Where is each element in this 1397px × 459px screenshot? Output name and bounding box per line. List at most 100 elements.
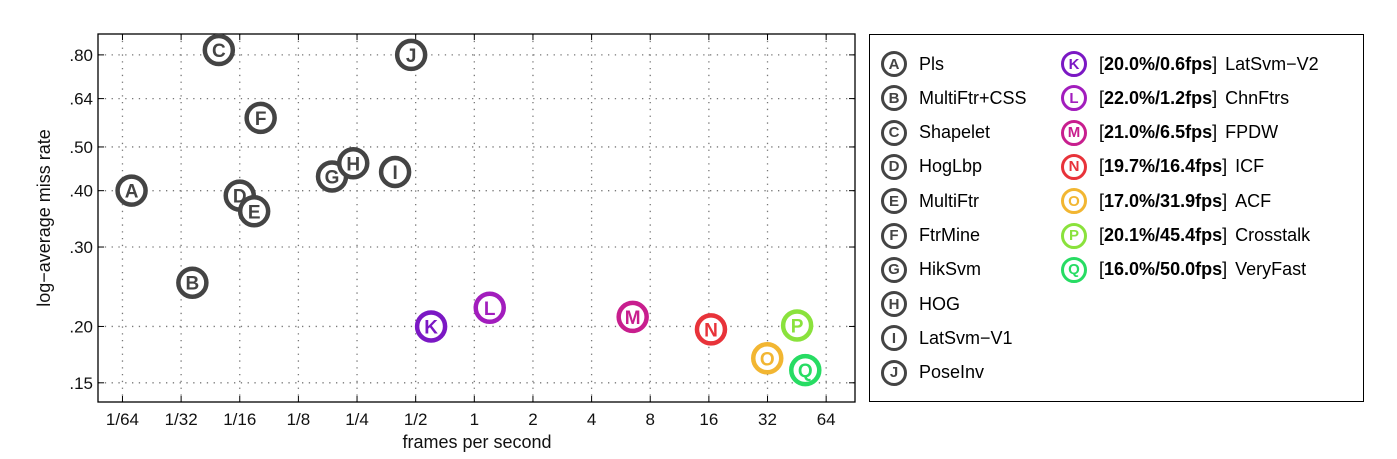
legend-item-a: A Pls (881, 50, 944, 78)
legend-marker: O (1061, 188, 1087, 215)
legend-perf: 20.0%/0.6fps (1104, 53, 1213, 74)
legend-bracket: ] (1222, 190, 1228, 211)
data-point-i: I (378, 155, 412, 189)
point-marker (378, 155, 412, 189)
data-point-j: J (394, 38, 428, 72)
legend-bracket: ] (1222, 225, 1228, 245)
legend-item-n: N [19.7%/16.4fps] ICF (1061, 153, 1264, 181)
point-marker (336, 147, 370, 180)
point-letter: E (248, 202, 261, 223)
point-letter: J (406, 46, 417, 67)
legend-item-c: C Shapelet (881, 119, 990, 147)
point-letter: O (760, 349, 775, 370)
point-marker (780, 309, 814, 342)
point-marker (202, 33, 236, 67)
legend-item-f: F FtrMine (881, 222, 980, 250)
x-tick-label: 1/32 (165, 410, 198, 429)
legend-perf: 21.0%/6.5fps (1104, 122, 1213, 143)
legend-marker: C (881, 119, 907, 146)
legend-item-q: Q [16.0%/50.0fps] VeryFast (1061, 256, 1306, 284)
data-point-a: A (115, 174, 148, 207)
point-letter: I (392, 163, 397, 184)
legend-marker: P (1061, 222, 1087, 249)
point-marker (473, 291, 506, 325)
legend-bracket: [ (1099, 122, 1105, 143)
x-tick-label: 1 (470, 410, 479, 429)
x-tick-label: 1/16 (223, 410, 256, 429)
legend-item-p: P [20.1%/45.4fps] Crosstalk (1061, 222, 1310, 250)
legend-perf: 19.7%/16.4fps (1104, 156, 1223, 177)
legend-label: ICF (1235, 156, 1265, 177)
legend-bracket: ] (1212, 53, 1218, 74)
legend-bracket: [ (1099, 259, 1105, 280)
legend-item-k: K [20.0%/0.6fps] LatSvm−V2 (1061, 50, 1319, 78)
y-axis-label: log−average miss rate (34, 129, 54, 307)
legend-item-o: O [17.0%/31.9fps] ACF (1061, 187, 1271, 215)
point-letter: C (212, 41, 226, 62)
legend-marker: N (1061, 153, 1087, 180)
legend-bracket: [ (1099, 156, 1105, 177)
legend-bracket: ] (1222, 259, 1228, 280)
legend-label: Crosstalk (1235, 225, 1311, 245)
y-tick-label: .20 (69, 317, 93, 336)
legend-item-b: B MultiFtr+CSS (881, 84, 1027, 112)
y-tick-label: .15 (69, 374, 93, 393)
point-letter: H (346, 154, 360, 175)
point-marker (237, 195, 271, 228)
legend-marker: E (881, 188, 907, 215)
grid-lines (98, 34, 855, 402)
point-marker (751, 342, 784, 375)
legend-bracket: [ (1099, 87, 1105, 108)
legend-bracket: [ (1099, 190, 1105, 211)
y-tick-label: .64 (69, 90, 93, 109)
data-point-q: Q (789, 353, 822, 387)
legend-marker: L (1061, 85, 1087, 112)
legend-perf: 17.0%/31.9fps (1104, 190, 1223, 211)
legend-marker: H (881, 291, 907, 318)
legend-label: FtrMine (919, 225, 981, 245)
legend: A Pls B MultiFtr+CSS C Shapelet D HogLbp E MultiF… (869, 34, 1364, 402)
legend-label: PoseInv (919, 362, 985, 383)
legend-marker: A (881, 51, 907, 77)
point-marker (115, 174, 148, 207)
legend-perf: 16.0%/50.0fps (1104, 259, 1223, 280)
legend-marker: Q (1061, 256, 1087, 283)
point-letter: Q (798, 361, 813, 382)
data-point-l: L (473, 291, 506, 325)
data-point-o: O (751, 342, 784, 375)
data-point-p: P (780, 309, 814, 342)
x-tick-label: 2 (528, 410, 537, 429)
legend-label: LatSvm−V2 (1225, 53, 1319, 74)
legend-item-d: D HogLbp (881, 153, 982, 181)
y-tick-label: .40 (69, 182, 93, 201)
point-letter: M (625, 308, 641, 329)
data-point-f: F (244, 101, 277, 135)
legend-item-l: L [22.0%/1.2fps] ChnFtrs (1061, 84, 1289, 112)
point-marker (616, 300, 649, 334)
point-letter: B (186, 274, 200, 295)
legend-label: Shapelet (919, 122, 991, 143)
scatter-chart: 1/64 1/32 1/16 1/8 1/4 1/2 1 2 4 8 16 32 64 .15 .20 .3… (34, 33, 856, 452)
point-letter: L (484, 299, 496, 320)
x-tick-label: 1/8 (287, 410, 311, 429)
point-marker (176, 266, 209, 299)
plot-frame (97, 33, 856, 403)
point-marker (694, 313, 728, 346)
legend-label: Pls (919, 53, 945, 74)
y-tick-label: .30 (69, 238, 93, 257)
legend-label: MultiFtr (919, 190, 979, 211)
y-tick-label: .80 (69, 46, 93, 65)
legend-label: ChnFtrs (1225, 87, 1290, 108)
legend-item-j: J PoseInv (881, 359, 984, 387)
x-tick-label: 64 (817, 410, 836, 429)
point-letter: P (791, 316, 804, 337)
legend-marker: J (881, 359, 907, 386)
legend-label: MultiFtr+CSS (919, 87, 1027, 108)
point-marker (789, 353, 822, 387)
legend-label: HOG (919, 293, 961, 314)
data-point-m: M (616, 300, 649, 334)
x-tick-label: 1/64 (106, 410, 139, 429)
legend-marker: B (881, 85, 907, 112)
x-tick-label: 32 (758, 410, 777, 429)
